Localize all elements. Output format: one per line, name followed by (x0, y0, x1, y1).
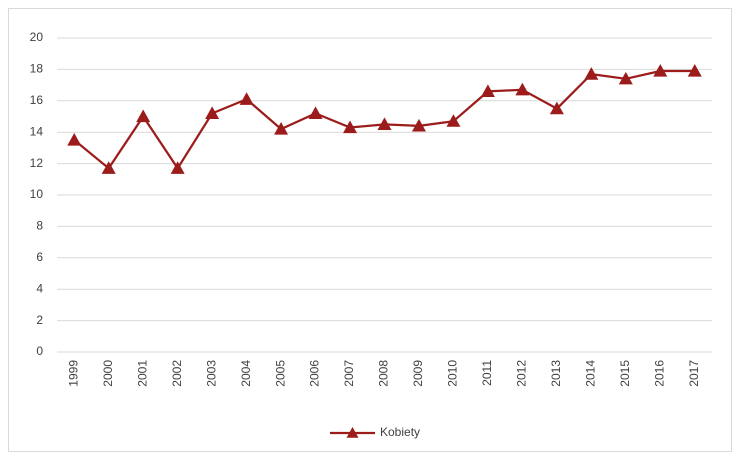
x-tick-label: 2011 (480, 360, 494, 386)
marker (67, 133, 82, 146)
x-tick-label: 2009 (411, 360, 425, 387)
x-tick-label: 2002 (170, 360, 184, 387)
x-tick-label: 2010 (446, 360, 460, 387)
x-tick-label: 1999 (66, 360, 80, 387)
marker (480, 84, 495, 97)
marker (239, 92, 254, 105)
marker (308, 106, 323, 119)
y-tick-label: 6 (36, 250, 43, 264)
x-tick-label: 2012 (515, 360, 529, 387)
y-tick-label: 2 (36, 313, 43, 327)
marker (411, 118, 426, 132)
y-tick-label: 14 (30, 124, 44, 138)
x-tick-label: 2017 (687, 360, 701, 387)
marker (136, 109, 151, 123)
marker (446, 114, 461, 127)
marker (687, 63, 702, 77)
x-tick-label: 2006 (308, 360, 322, 387)
marker (274, 122, 289, 135)
marker (377, 117, 392, 130)
x-tick-label: 2005 (273, 360, 287, 387)
marker (549, 101, 564, 115)
legend-label: Kobiety (380, 425, 420, 439)
legend-marker (346, 427, 359, 438)
y-tick-label: 10 (30, 187, 44, 201)
x-tick-label: 2000 (101, 360, 115, 387)
x-tick-label: 2016 (652, 360, 666, 387)
y-tick-label: 18 (30, 62, 44, 76)
y-tick-label: 4 (36, 281, 43, 295)
x-tick-label: 2014 (584, 360, 598, 387)
y-tick-label: 0 (36, 344, 43, 358)
marker (101, 161, 116, 174)
y-tick-label: 12 (30, 156, 44, 170)
x-tick-label: 2004 (239, 360, 253, 387)
marker (653, 63, 668, 77)
marker (343, 120, 358, 134)
chart-border (8, 8, 732, 452)
marker (584, 67, 599, 80)
x-tick-label: 2007 (342, 360, 356, 387)
x-tick-label: 2013 (549, 360, 563, 387)
x-tick-label: 2008 (377, 360, 391, 387)
x-tick-label: 2001 (135, 360, 149, 387)
marker (515, 82, 530, 96)
x-tick-label: 2003 (204, 360, 218, 387)
x-tick-label: 2015 (618, 360, 632, 387)
y-tick-label: 8 (36, 219, 43, 233)
marker (618, 71, 633, 85)
y-tick-label: 16 (30, 93, 44, 107)
y-tick-label: 20 (30, 30, 44, 44)
marker (205, 106, 220, 119)
marker (170, 161, 185, 174)
